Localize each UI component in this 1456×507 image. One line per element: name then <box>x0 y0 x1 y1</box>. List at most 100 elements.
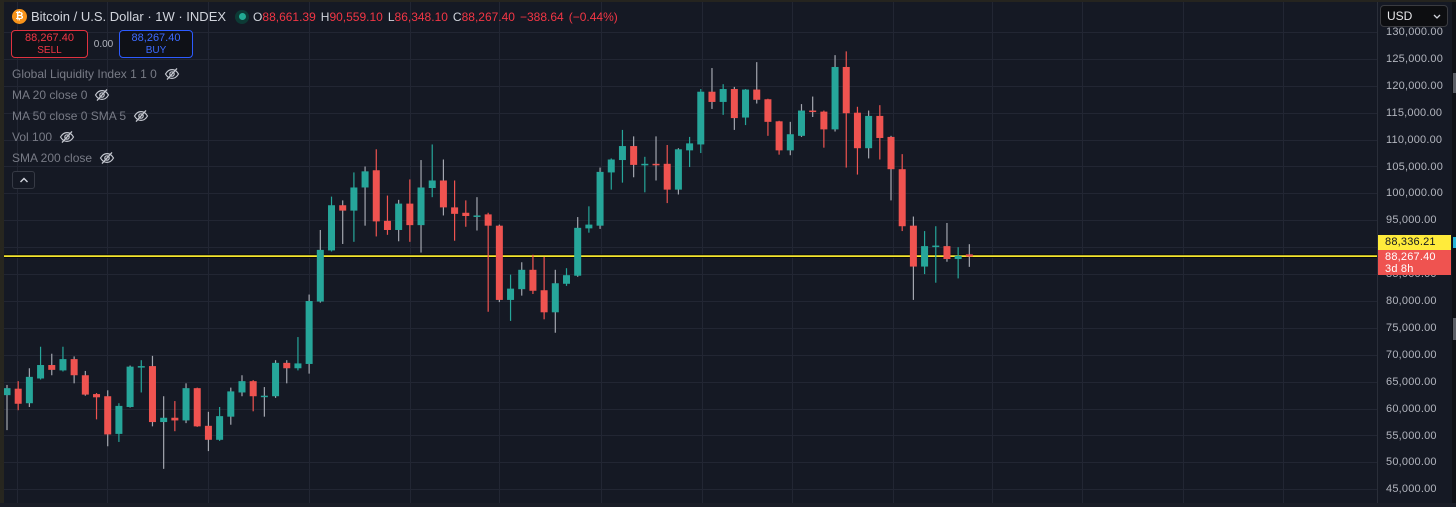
candle-down <box>730 89 738 119</box>
last-price-tag: 88,267.40 3d 8h <box>1378 250 1451 275</box>
candle-up <box>272 362 280 397</box>
candle-down <box>14 388 22 404</box>
eye-off-icon[interactable] <box>99 151 115 165</box>
candle-down <box>943 246 951 260</box>
indicator-sma-200[interactable]: SMA 200 close <box>12 147 180 168</box>
candle-up <box>350 187 358 211</box>
candle-up <box>921 246 929 267</box>
price-axis-label: 130,000.00 <box>1386 26 1444 38</box>
price-axis-label: 95,000.00 <box>1386 214 1437 227</box>
price-axis-label: 110,000.00 <box>1386 133 1443 146</box>
candle-up <box>260 395 268 398</box>
candle-down <box>451 207 459 214</box>
high-value: 90,559.10 <box>329 9 383 24</box>
candle-up <box>316 249 324 302</box>
close-value: 88,267.40 <box>461 9 515 24</box>
sell-button[interactable]: 88,267.40 SELL <box>11 30 88 58</box>
candle-down <box>339 205 347 211</box>
candle-up <box>865 115 873 149</box>
open-label: O <box>253 9 263 24</box>
change-value: −388.64 <box>519 9 564 24</box>
candle-up <box>607 159 615 173</box>
candle-up <box>697 91 705 145</box>
candle-up <box>831 66 839 130</box>
candle-up <box>786 134 794 151</box>
horizontal-line-price-tag: 88,336.21 <box>1378 235 1451 250</box>
price-axis-label: 50,000.00 <box>1386 456 1437 469</box>
indicator-label: Vol 100 <box>12 129 53 144</box>
price-axis-label: 45,000.00 <box>1386 483 1437 496</box>
candle-up <box>719 89 727 102</box>
price-axis-label: 115,000.00 <box>1386 106 1443 119</box>
candle-down <box>887 136 895 170</box>
candle-down <box>820 111 828 130</box>
low-label: L <box>387 9 395 24</box>
chevron-up-icon <box>19 177 28 183</box>
currency-dropdown[interactable]: USD <box>1380 5 1448 27</box>
open-value: 88,661.39 <box>262 9 316 24</box>
candle-up <box>574 227 582 276</box>
indicator-ma-20[interactable]: MA 20 close 0 <box>12 84 180 105</box>
candle-down <box>753 89 761 100</box>
price-axis-label: 70,000.00 <box>1386 348 1437 361</box>
window-left-border <box>0 0 4 507</box>
price-axis[interactable]: 45,000.00 50,000.00 55,000.00 60,000.00 65,0… <box>1377 0 1452 503</box>
candle-up <box>518 269 526 290</box>
candle-down <box>775 121 783 151</box>
eye-off-icon[interactable] <box>164 67 180 81</box>
change-percent: (−0.44%) <box>568 9 618 24</box>
candle-up <box>641 163 649 166</box>
candle-up <box>115 405 123 434</box>
candle-up <box>954 255 962 260</box>
candle-up <box>227 391 235 417</box>
indicator-global-liquidity-index[interactable]: Global Liquidity Index 1 1 0 <box>12 63 180 84</box>
candle-up <box>686 143 694 151</box>
candle-down <box>809 110 817 113</box>
candle-down <box>876 115 884 138</box>
candle-down <box>708 91 716 102</box>
candle-down <box>249 381 257 397</box>
indicator-volume[interactable]: Vol 100 <box>12 126 180 147</box>
candle-down <box>204 425 212 440</box>
candle-up <box>25 376 33 404</box>
candle-down <box>853 112 861 149</box>
candle-up <box>507 288 515 300</box>
candle-down <box>540 290 548 313</box>
candle-up <box>160 417 168 423</box>
indicator-ma-50[interactable]: MA 50 close 0 SMA 5 <box>12 105 180 126</box>
candle-up <box>137 366 145 368</box>
bitcoin-icon: ₿ <box>12 9 27 24</box>
candlestick-chart-canvas[interactable] <box>0 0 1377 503</box>
scroll-indicator[interactable] <box>1453 73 1456 93</box>
market-status-dot-icon <box>235 9 250 24</box>
indicator-label: MA 20 close 0 <box>12 87 88 102</box>
buy-button[interactable]: 88,267.40 BUY <box>119 30 193 58</box>
candle-down <box>171 417 179 421</box>
right-edge-strip <box>1452 0 1456 507</box>
candle-up <box>417 187 425 226</box>
eye-off-icon[interactable] <box>133 109 149 123</box>
candle-up <box>238 381 246 393</box>
high-label: H <box>320 9 330 24</box>
candle-up <box>742 89 750 118</box>
candle-up <box>428 180 436 189</box>
candle-down <box>652 163 660 166</box>
candle-up <box>182 388 190 421</box>
indicator-label: MA 50 close 0 SMA 5 <box>12 108 127 123</box>
chevron-down-icon <box>1433 14 1441 19</box>
legend-collapse-button[interactable] <box>12 171 35 189</box>
price-axis-label: 80,000.00 <box>1386 295 1437 307</box>
candle-up <box>126 366 134 407</box>
eye-off-icon[interactable] <box>94 88 110 102</box>
candle-up <box>674 149 682 190</box>
scroll-indicator[interactable] <box>1453 318 1456 340</box>
close-label: C <box>452 9 462 24</box>
candle-down <box>484 214 492 226</box>
window-top-border <box>0 0 1456 2</box>
eye-off-icon[interactable] <box>59 130 75 144</box>
currency-value: USD <box>1387 9 1413 23</box>
candle-up <box>395 203 403 230</box>
bar-countdown: 3d 8h <box>1385 263 1414 275</box>
candle-up <box>305 301 313 364</box>
symbol-title[interactable]: Bitcoin / U.S. Dollar · 1W · INDEX <box>31 9 227 24</box>
